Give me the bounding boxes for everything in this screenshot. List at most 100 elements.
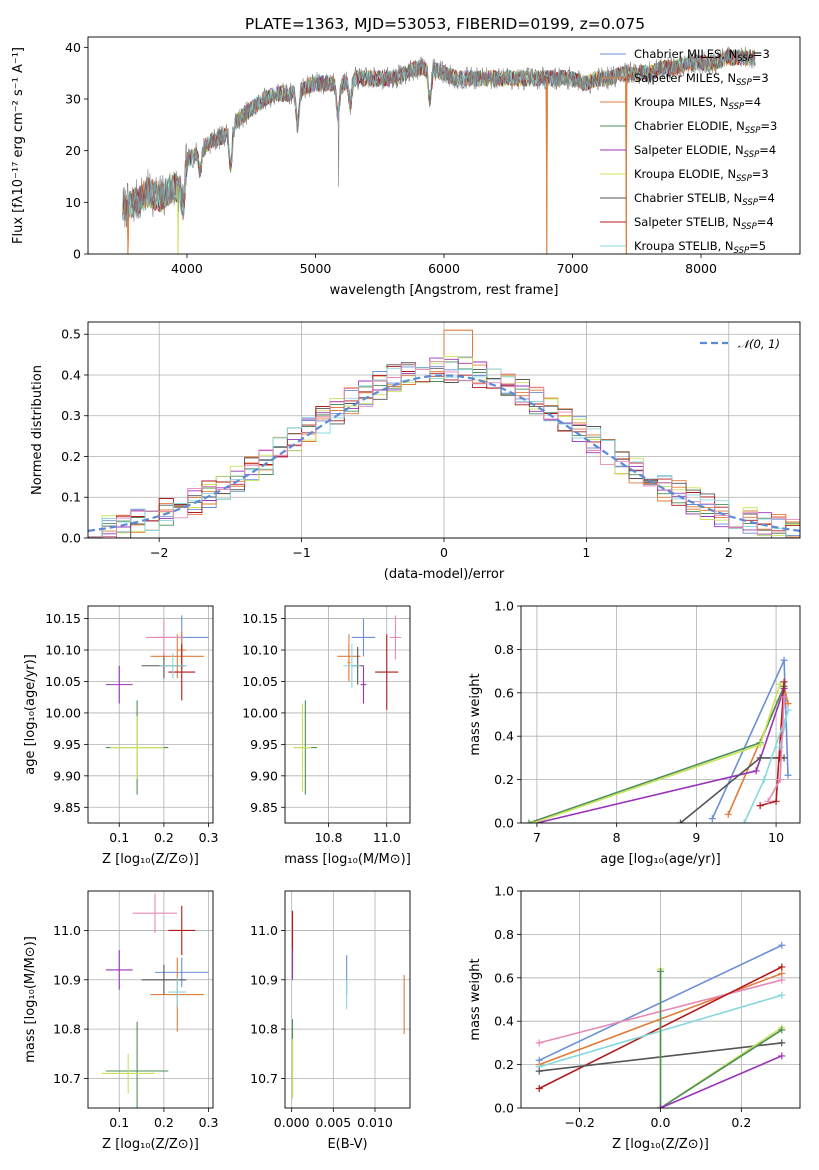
mass-weight-marker xyxy=(529,819,537,823)
histogram-step xyxy=(88,366,800,537)
mass-weight-marker xyxy=(778,1026,786,1034)
legend-sub: SSP xyxy=(741,222,757,232)
x-tick-label: 0.1 xyxy=(109,830,129,845)
errorbar-point xyxy=(105,950,133,990)
y-tick-label: 9.85 xyxy=(53,800,81,815)
axes-frame-massweight_vs_age xyxy=(520,605,801,824)
x-tick-label: 0.010 xyxy=(357,1115,393,1130)
y-axis-label: Flux [fλ10⁻¹⁷ erg cm⁻² s⁻¹ A⁻¹] xyxy=(11,47,26,244)
x-tick-label: 1 xyxy=(582,545,590,560)
mass-weight-marker xyxy=(756,741,764,749)
mass-weight-marker xyxy=(784,771,792,779)
y-tick-label: 9.90 xyxy=(250,768,278,783)
axes-massweight_vs_age: 7 8 9 10 0.0 0.2 0.4 0.6 0.8 1.0 xyxy=(494,599,800,845)
x-tick-label: 0.3 xyxy=(199,830,219,845)
mass-weight-marker xyxy=(533,819,541,823)
y-tick-label: 0.4 xyxy=(494,1014,514,1029)
mass-weight-line xyxy=(660,1055,783,1108)
y-tick-label: 10 xyxy=(65,195,81,210)
legend-entry: Chabrier STELIB, NSSP=4 xyxy=(634,191,775,208)
mass-weight-marker xyxy=(676,819,684,823)
plot-area-age_vs_mass xyxy=(293,615,402,795)
histogram-step xyxy=(88,366,800,538)
legend-name: Chabrier STELIB, N xyxy=(634,191,742,205)
legend-name: Chabrier ELODIE, N xyxy=(634,119,745,133)
y-tick-label: 0.8 xyxy=(494,642,514,657)
errorbar-point xyxy=(105,665,133,704)
figure-title: PLATE=1363, MJD=53053, FIBERID=0199, z=0… xyxy=(245,15,645,33)
normal-curve xyxy=(88,374,800,532)
mass-weight-line xyxy=(659,971,783,1108)
axes-mass_vs_EBV: 0.000 0.005 0.010 10.7 10.8 10.9 11.0 xyxy=(250,891,410,1130)
y-axis-label: age [log₁₀(age/yr)] xyxy=(23,654,38,775)
x-axis-label: wavelength [Angstrom, rest frame] xyxy=(330,283,559,298)
legend-sub: SSP xyxy=(745,126,761,136)
x-tick-label: −1 xyxy=(292,545,310,560)
errorbar-point xyxy=(154,957,209,988)
mass-weight-marker xyxy=(525,819,533,823)
mass-weight-marker xyxy=(535,1039,543,1047)
legend-name: Kroupa ELODIE, N xyxy=(634,167,736,181)
y-tick-label: 10.10 xyxy=(45,643,81,658)
y-tick-label: 40 xyxy=(65,40,81,55)
y-tick-label: 1.0 xyxy=(494,884,514,899)
y-tick-label: 10.15 xyxy=(242,611,278,626)
mass-weight-marker xyxy=(780,656,788,664)
y-tick-label: 10.10 xyxy=(242,643,278,658)
mass-weight-marker xyxy=(778,963,786,971)
histogram-step xyxy=(88,356,800,538)
x-tick-label: 10.8 xyxy=(315,830,343,845)
mass-weight-line xyxy=(532,683,781,823)
x-tick-label: 4000 xyxy=(171,261,203,276)
plot-area-massweight_vs_age xyxy=(525,656,792,823)
y-tick-label: 9.95 xyxy=(250,737,278,752)
legend-eq: =3 xyxy=(760,119,777,133)
legend-entry: Chabrier ELODIE, NSSP=3 xyxy=(634,119,777,136)
legend-entry: Salpeter STELIB, NSSP=4 xyxy=(634,215,774,232)
y-tick-label: 10.05 xyxy=(242,674,278,689)
errorbar-point xyxy=(343,643,361,688)
legend-sub: SSP xyxy=(736,174,752,184)
plot-area-mass_vs_Z xyxy=(101,893,209,1108)
y-tick-label: 0.1 xyxy=(61,490,81,505)
y-tick-label: 0.2 xyxy=(494,772,514,787)
y-tick-label: 0.6 xyxy=(494,970,514,985)
mass-weight-marker xyxy=(756,754,764,762)
legend-entry: Chabrier MILES, NSSP=3 xyxy=(634,47,770,64)
y-tick-label: 10.7 xyxy=(250,1071,278,1086)
legend-name: Salpeter MILES, N xyxy=(634,71,736,85)
x-tick-label: 0.0 xyxy=(651,1115,671,1130)
x-axis-label: Z [log₁₀(Z/Z⊙)] xyxy=(102,852,199,867)
x-tick-label: 0.2 xyxy=(154,830,174,845)
legend-sub: SSP xyxy=(736,78,752,88)
axes-frame-massweight_vs_Z xyxy=(520,890,801,1109)
x-tick-label: 7 xyxy=(533,830,541,845)
x-tick-label: 0.3 xyxy=(199,1115,219,1130)
plot-area-mass_vs_EBV xyxy=(291,910,405,1099)
y-tick-label: 9.90 xyxy=(53,768,81,783)
x-axis-label: Z [log₁₀(Z/Z⊙)] xyxy=(612,1137,709,1152)
errorbar-point xyxy=(360,665,367,704)
axes-mass_vs_Z: 0.1 0.2 0.3 10.7 10.8 10.9 11.0 xyxy=(53,891,218,1130)
mass-weight-marker xyxy=(760,776,768,784)
axes-frame-mass_vs_EBV xyxy=(284,890,411,1109)
legend-eq: =3 xyxy=(752,71,769,85)
x-tick-label: 0 xyxy=(440,545,448,560)
y-tick-label: 0.6 xyxy=(494,685,514,700)
y-tick-label: 1.0 xyxy=(494,599,514,614)
mass-weight-marker xyxy=(764,797,772,805)
errorbar-point xyxy=(375,634,399,710)
y-tick-label: 11.0 xyxy=(250,923,278,938)
axes-frame-age_vs_mass xyxy=(284,605,411,824)
legend-entry: Kroupa MILES, NSSP=4 xyxy=(634,95,761,112)
plot-area-residuals xyxy=(88,329,800,538)
y-axis-label: Normed distribution xyxy=(30,365,45,495)
errorbar-point xyxy=(168,905,196,956)
legend-entry: Kroupa STELIB, NSSP=5 xyxy=(634,239,766,256)
mass-weight-marker xyxy=(778,991,786,999)
y-tick-label: 0.0 xyxy=(61,531,81,546)
y-tick-label: 10.9 xyxy=(53,972,81,987)
legend-entry: Salpeter ELODIE, NSSP=4 xyxy=(634,143,776,160)
x-tick-label: 0.2 xyxy=(731,1115,751,1130)
x-axis-label: mass [log₁₀(M/M⊙)] xyxy=(284,852,411,867)
